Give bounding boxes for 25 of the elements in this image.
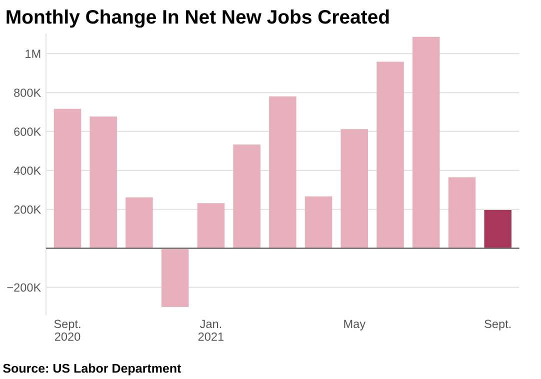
bar <box>197 203 225 248</box>
y-tick-label: 1M <box>26 50 40 58</box>
y-tick-label: 600K <box>14 128 41 136</box>
bar <box>376 62 404 248</box>
bar <box>126 197 153 248</box>
bar <box>340 129 368 248</box>
bar <box>233 144 260 248</box>
bar <box>90 116 117 248</box>
chart-title: Monthly Change In Net New Jobs Created <box>6 9 389 28</box>
x-tick-label: May <box>344 320 366 330</box>
y-tick-label: 800K <box>14 88 41 97</box>
bar <box>448 177 476 248</box>
y-tick-label: 400K <box>14 166 41 175</box>
bar <box>269 96 296 248</box>
source-note: Source: US Labor Department <box>3 364 182 376</box>
x-tick-label: Sept. <box>484 320 511 330</box>
bar <box>412 36 440 248</box>
y-tick-label: 200K <box>14 205 41 214</box>
bar <box>161 248 189 307</box>
y-tick-label: −200K <box>7 283 41 292</box>
bar <box>304 196 332 248</box>
bar <box>484 210 512 248</box>
bar <box>54 108 82 248</box>
x-tick-label: Sept. 2020 <box>54 320 80 341</box>
x-tick-label: Jan. 2021 <box>198 320 224 341</box>
